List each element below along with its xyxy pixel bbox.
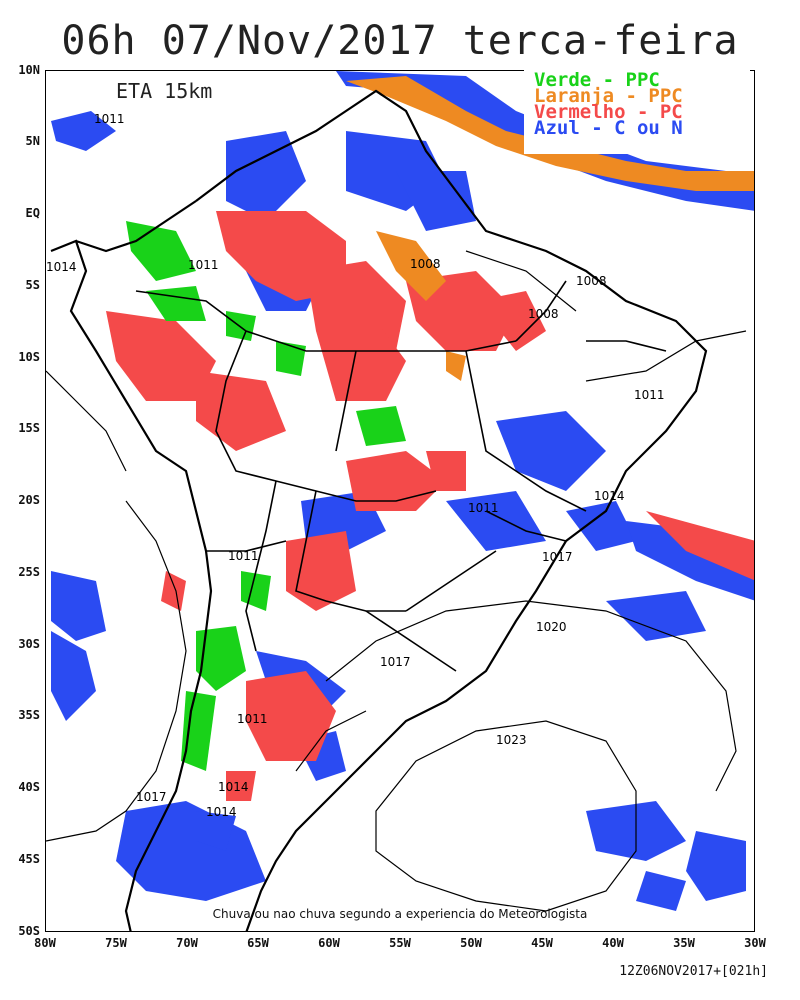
- lat-label: 30S: [18, 637, 40, 651]
- isobar-label: 1017: [136, 790, 167, 804]
- isobar-label: 1023: [496, 733, 527, 747]
- isobar-label: 1014: [206, 805, 237, 819]
- lat-label: 10S: [18, 350, 40, 364]
- run-label: 12Z06NOV2017+[021h]: [619, 964, 768, 979]
- lon-label: 40W: [602, 936, 624, 950]
- lat-label: 20S: [18, 493, 40, 507]
- forecast-map: 1011 1014 1011 1008 1008 1008 1011 1014 …: [45, 70, 755, 932]
- lat-label: 40S: [18, 780, 40, 794]
- lon-label: 60W: [318, 936, 340, 950]
- isobar-label: 1008: [576, 274, 607, 288]
- lat-label: 45S: [18, 852, 40, 866]
- isobar-label: 1011: [228, 549, 259, 563]
- isobar-label: 1011: [468, 501, 499, 515]
- legend: Verde - PPC Laranja - PPC Vermelho - PC …: [524, 70, 750, 154]
- lat-label: 35S: [18, 708, 40, 722]
- borders: [135, 280, 667, 672]
- legend-item-red: Vermelho - PC: [534, 101, 683, 123]
- coastline: [50, 89, 708, 931]
- lat-label: 15S: [18, 421, 40, 435]
- isobar-label: 1011: [94, 112, 125, 126]
- orange-areas: [346, 76, 754, 381]
- isobar-label: 1014: [46, 260, 77, 274]
- isobar-label: 1017: [542, 550, 573, 564]
- isobars: [46, 250, 747, 912]
- lon-label: 80W: [34, 936, 56, 950]
- map-title: 06h 07/Nov/2017 terca-feira: [61, 18, 739, 64]
- lat-label: EQ: [25, 206, 40, 220]
- lon-label: 30W: [744, 936, 766, 950]
- isobar-label: 1008: [528, 307, 559, 321]
- lon-label: 70W: [176, 936, 198, 950]
- lat-label: 5N: [25, 134, 40, 148]
- lon-label: 65W: [247, 936, 269, 950]
- isobar-label: 1014: [218, 780, 249, 794]
- map-caption: Chuva ou nao chuva segundo a experiencia…: [212, 907, 588, 921]
- lat-label: 5S: [25, 278, 40, 292]
- lon-label: 45W: [531, 936, 553, 950]
- lat-label: 10N: [18, 63, 40, 77]
- isobar-label: 1020: [536, 620, 567, 634]
- isobar-label: 1017: [380, 655, 411, 669]
- isobar-label: 1008: [410, 257, 441, 271]
- legend-item-blue: Azul - C ou N: [534, 117, 683, 139]
- isobar-label: 1011: [634, 388, 665, 402]
- lat-label: 25S: [18, 565, 40, 579]
- legend-item-green: Verde - PPC: [534, 69, 660, 91]
- map-canvas: 1011 1014 1011 1008 1008 1008 1011 1014 …: [46, 71, 754, 931]
- model-label: ETA 15km: [46, 71, 326, 111]
- lon-label: 35W: [673, 936, 695, 950]
- lat-label: 50S: [18, 924, 40, 938]
- lon-label: 50W: [460, 936, 482, 950]
- lon-label: 55W: [389, 936, 411, 950]
- isobar-labels: 1011 1014 1011 1008 1008 1008 1011 1014 …: [46, 112, 665, 819]
- isobar-label: 1011: [237, 712, 268, 726]
- lon-label: 75W: [105, 936, 127, 950]
- isobar-label: 1014: [594, 489, 625, 503]
- isobar-label: 1011: [188, 258, 219, 272]
- legend-item-orange: Laranja - PPC: [534, 85, 683, 107]
